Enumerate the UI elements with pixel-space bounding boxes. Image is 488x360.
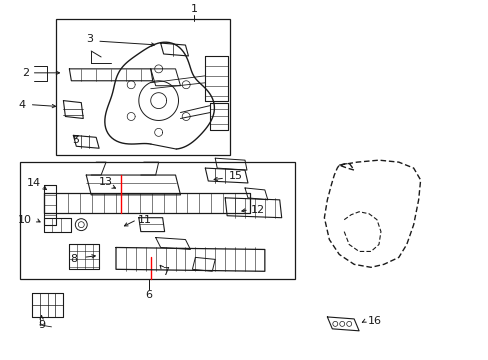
- Text: 12: 12: [250, 205, 264, 215]
- Text: 4: 4: [18, 100, 25, 109]
- Text: 14: 14: [26, 178, 41, 188]
- Text: 6: 6: [145, 290, 152, 300]
- Text: 2: 2: [22, 68, 29, 78]
- Text: 10: 10: [18, 215, 32, 225]
- Text: 5: 5: [72, 135, 79, 145]
- Bar: [56, 19, 230, 155]
- Text: 8: 8: [70, 255, 77, 264]
- Text: 1: 1: [190, 4, 198, 14]
- Text: 13: 13: [99, 177, 113, 187]
- Text: 3: 3: [85, 34, 93, 44]
- Text: 16: 16: [367, 316, 381, 326]
- Text: 15: 15: [228, 171, 243, 181]
- Text: 7: 7: [162, 267, 169, 277]
- Text: 9: 9: [38, 320, 45, 330]
- Bar: [20, 162, 294, 279]
- Text: 11: 11: [138, 215, 151, 225]
